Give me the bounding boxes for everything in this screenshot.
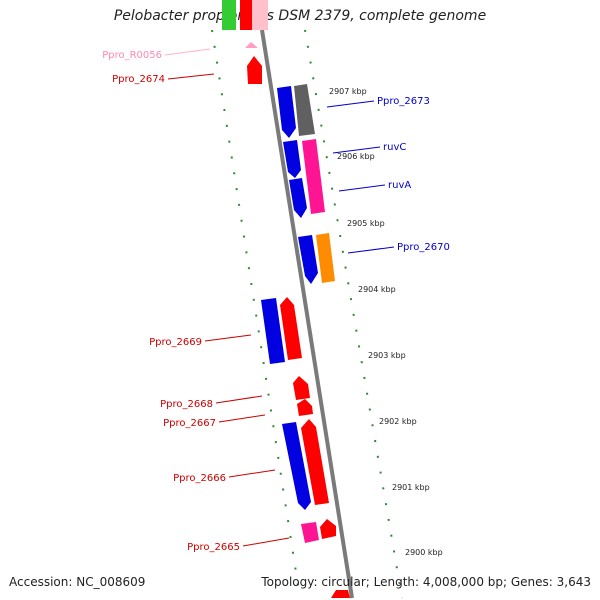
feature-ppro-2665-red [320, 519, 336, 539]
feature-pink-top [252, 0, 268, 30]
label-ppro-2665: Ppro_2665 [187, 542, 240, 553]
leader-ppro-2669 [204, 334, 252, 342]
leader-ppro-2673 [326, 100, 375, 108]
feature-ruvc-blue [283, 140, 301, 178]
map-title: Pelobacter propionicus DSM 2379, complet… [113, 8, 487, 24]
label-ppro-2666: Ppro_2666 [173, 473, 226, 484]
feature-ppro-2665-magenta [301, 522, 319, 543]
kbp-tick-2902: 2902 kbp [379, 417, 417, 426]
label-ppro-2670: Ppro_2670 [397, 242, 450, 253]
feature-ppro-2666-blue [282, 422, 311, 510]
feature-ruva-blue [289, 178, 307, 218]
feature-red-top [240, 0, 252, 30]
feature-ppro-2669-red [280, 297, 302, 360]
leader-ppro-2666 [228, 469, 276, 478]
leader-ppro-2670 [347, 246, 395, 254]
feature-ppro-2673-gray [294, 84, 315, 136]
label-ppro-2673: Ppro_2673 [377, 96, 430, 107]
genome-summary-text: Topology: circular; Length: 4,008,000 bp… [261, 575, 591, 589]
feature-ppro-2670-orange [316, 233, 335, 283]
label-ppro-2669: Ppro_2669 [149, 337, 202, 348]
feature-ppro-2673-blue [277, 86, 296, 138]
feature-ppro-2670-blue [298, 235, 318, 284]
leader-ppro-2665 [242, 537, 290, 547]
feature-ruvc-magenta [302, 139, 325, 214]
label-ruvc: ruvC [383, 142, 406, 153]
leader-ppro-2668 [215, 395, 263, 404]
feature-ppro-2666-red [301, 419, 329, 505]
label-ruva: ruvA [388, 180, 411, 191]
feature-ppro-2668 [293, 376, 310, 400]
leader-ppro-2667 [218, 414, 266, 423]
label-ppro-r0056: Ppro_R0056 [102, 50, 162, 61]
leader-ruvc [332, 146, 381, 154]
feature-ppro-2667 [297, 399, 313, 416]
label-ppro-2668: Ppro_2668 [160, 399, 213, 410]
feature-ppro-r0056 [245, 42, 258, 48]
leader-ruva [338, 184, 386, 192]
feature-green-top [222, 0, 236, 30]
kbp-tick-2907: 2907 kbp [329, 87, 367, 96]
backbone-line [260, 29, 354, 599]
kbp-tick-2904: 2904 kbp [358, 285, 396, 294]
feature-bottom-red [331, 590, 350, 598]
feature-ppro-2674 [247, 56, 262, 84]
feature-ppro-2669-blue [261, 298, 285, 364]
accession-text: Accession: NC_008609 [9, 575, 146, 589]
kbp-tick-2905: 2905 kbp [347, 219, 385, 228]
outer-tick-ring [304, 29, 403, 599]
kbp-tick-2903: 2903 kbp [368, 351, 406, 360]
kbp-tick-2906: 2906 kbp [337, 152, 375, 161]
leader-ppro-r0056 [164, 48, 211, 56]
leader-ppro-2674 [167, 73, 215, 80]
kbp-tick-2900: 2900 kbp [405, 548, 443, 557]
label-ppro-2667: Ppro_2667 [163, 418, 216, 429]
label-ppro-2674: Ppro_2674 [112, 74, 165, 85]
kbp-tick-2901: 2901 kbp [392, 483, 430, 492]
